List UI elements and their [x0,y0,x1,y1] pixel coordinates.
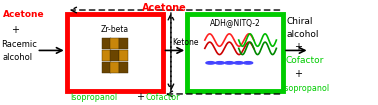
Text: Zr-beta: Zr-beta [101,25,129,34]
FancyBboxPatch shape [110,38,119,49]
FancyBboxPatch shape [102,38,111,49]
Text: Isopropanol: Isopropanol [282,84,330,93]
Text: Ketone: Ketone [172,38,199,47]
Circle shape [206,62,215,64]
Text: Cofactor: Cofactor [146,93,180,102]
FancyBboxPatch shape [187,14,283,91]
Text: Chiral: Chiral [287,17,313,26]
FancyBboxPatch shape [119,50,128,61]
FancyBboxPatch shape [102,62,111,73]
Text: Acetone: Acetone [3,10,44,19]
Circle shape [225,62,234,64]
Text: +: + [294,69,302,79]
Text: Racemic: Racemic [2,40,37,49]
Circle shape [243,62,253,64]
Text: +: + [11,25,19,35]
FancyBboxPatch shape [119,38,128,49]
Text: alcohol: alcohol [286,30,319,39]
FancyBboxPatch shape [110,62,119,73]
FancyBboxPatch shape [102,50,111,61]
FancyBboxPatch shape [119,62,128,73]
Text: Isopropanol: Isopropanol [70,93,118,102]
Circle shape [234,62,243,64]
FancyBboxPatch shape [110,50,119,61]
Text: Cofactor: Cofactor [285,56,324,65]
FancyBboxPatch shape [67,14,163,91]
Text: alcohol: alcohol [3,53,33,62]
Text: +: + [136,92,144,102]
Text: Acetone: Acetone [142,3,187,13]
Circle shape [215,62,225,64]
Text: +: + [294,42,302,52]
Text: ADH@NITQ-2: ADH@NITQ-2 [209,18,260,27]
